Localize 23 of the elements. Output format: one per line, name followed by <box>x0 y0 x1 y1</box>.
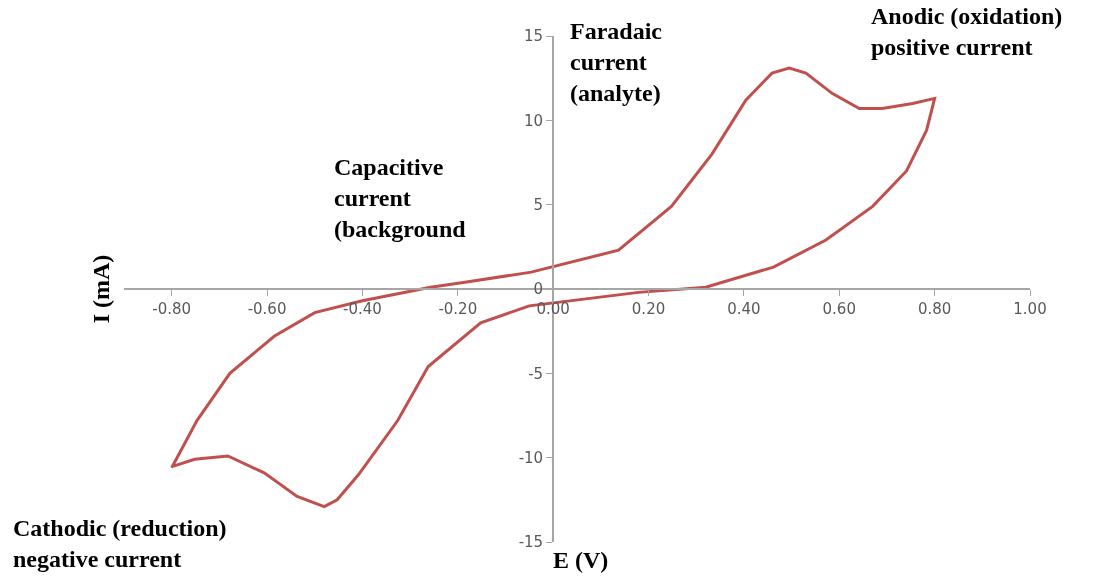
x-tick-label: 0.00 <box>536 300 570 318</box>
y-axis-title: I (mA) <box>88 254 115 324</box>
x-tick-label: -0.40 <box>343 300 382 318</box>
y-tick-label: -5 <box>528 364 544 383</box>
annotation: Capacitive current (background <box>334 154 467 243</box>
x-tick-label: -0.80 <box>152 300 192 318</box>
y-tick-label: 10 <box>524 111 544 130</box>
x-tick-label: 1.00 <box>1013 300 1047 318</box>
x-tick-label: 0.40 <box>727 300 761 318</box>
x-tick-label: 0.80 <box>917 300 952 318</box>
y-tick-label: 15 <box>524 27 544 46</box>
annotation: Cathodic (reduction) negative current <box>13 515 227 573</box>
x-axis-title: E (V) <box>553 547 609 573</box>
x-tick-label: -0.60 <box>247 300 287 318</box>
x-tick-label: -0.20 <box>438 300 478 318</box>
y-tick-label: 0 <box>533 280 544 299</box>
y-tick-label: -10 <box>518 448 544 467</box>
y-tick-label: -15 <box>518 533 544 552</box>
annotation: Faradaic current (analyte) <box>570 18 663 107</box>
x-tick-label: 0.20 <box>631 300 666 318</box>
y-tick-label: 5 <box>533 195 544 214</box>
x-tick-label: 0.60 <box>822 300 856 318</box>
annotation: Anodic (oxidation) positive current <box>871 3 1063 61</box>
